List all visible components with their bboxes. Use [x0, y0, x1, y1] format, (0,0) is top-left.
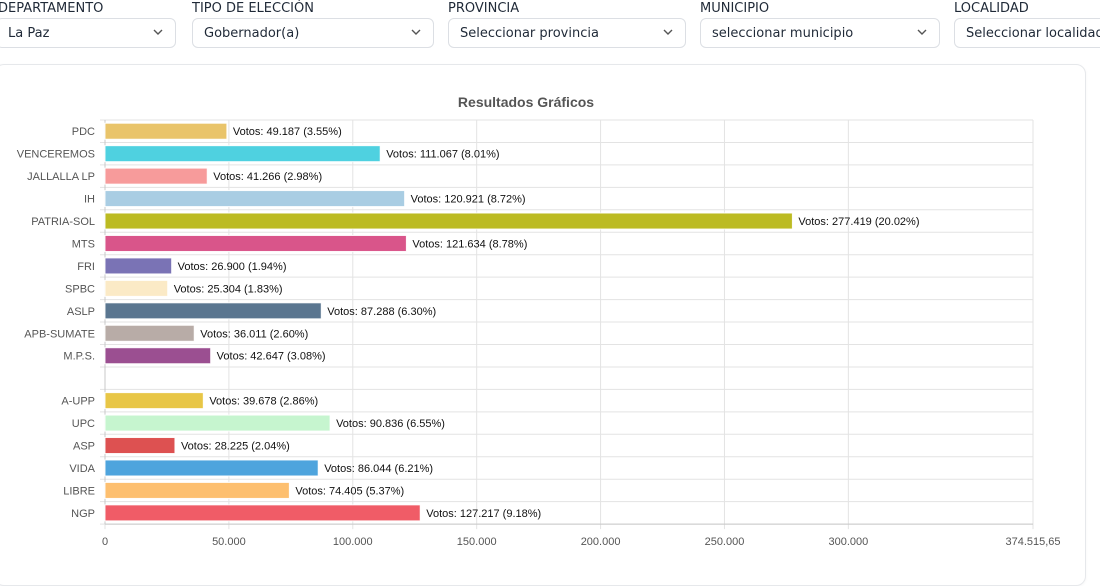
category-label: SPBC — [65, 283, 95, 295]
category-label: LIBRE — [63, 485, 95, 497]
bar[interactable] — [104, 190, 406, 208]
bar[interactable] — [104, 122, 228, 140]
chevron-down-icon — [917, 29, 927, 35]
category-label: MTS — [72, 238, 95, 250]
category-label: M.P.S. — [63, 351, 95, 363]
data-label: Votos: 111.067 (8.01%) — [386, 149, 499, 161]
category-label: JALLALLA LP — [27, 171, 95, 183]
category-label: NGP — [71, 508, 95, 520]
bar[interactable] — [104, 279, 169, 297]
chevron-down-icon — [663, 29, 673, 35]
bar[interactable] — [104, 302, 322, 320]
data-label: Votos: 36.011 (2.60%) — [200, 328, 308, 340]
tipo-eleccion-select[interactable]: Gobernador(a) — [192, 18, 434, 48]
data-label: Votos: 26.900 (1.94%) — [178, 261, 287, 273]
filter-label: MUNICIPIO — [700, 1, 770, 16]
chart-title: Resultados Gráficos — [458, 94, 594, 110]
filter-label: DEPARTAMENTO — [0, 1, 104, 16]
category-label: FRI — [77, 261, 95, 273]
bar[interactable] — [104, 167, 208, 185]
departamento-select[interactable]: La Paz — [0, 18, 176, 48]
bar[interactable] — [104, 481, 290, 499]
category-label: IH — [84, 194, 95, 206]
category-label: VIDA — [69, 463, 95, 475]
data-label: Votos: 42.647 (3.08%) — [217, 351, 326, 363]
data-label: Votos: 39.678 (2.86%) — [209, 396, 318, 408]
x-tick-label: 300.000 — [828, 536, 868, 548]
data-label: Votos: 120.921 (8.72%) — [411, 194, 526, 206]
filter-bar: DEPARTAMENTO La Paz TIPO DE ELECCIÓN Gob… — [0, 0, 1100, 56]
bar[interactable] — [104, 437, 176, 455]
bar[interactable] — [104, 324, 195, 342]
bar[interactable] — [104, 459, 319, 477]
data-label: Votos: 49.187 (3.55%) — [233, 126, 342, 138]
select-value: Seleccionar provincia — [460, 26, 599, 41]
data-label: Votos: 127.217 (9.18%) — [426, 508, 541, 520]
localidad-select[interactable]: Seleccionar localidad — [954, 18, 1100, 48]
category-label: PATRIA-SOL — [31, 216, 95, 228]
filter-label: TIPO DE ELECCIÓN — [192, 1, 314, 16]
category-label: UPC — [72, 418, 95, 430]
category-label: ASLP — [67, 306, 95, 318]
select-value: Gobernador(a) — [204, 26, 300, 41]
select-value: Seleccionar localidad — [966, 26, 1100, 41]
x-tick-label: 50.000 — [212, 536, 246, 548]
bar[interactable] — [104, 234, 407, 252]
bar-chart: Resultados Gráficos PDC VENCEREMOS JALLALL… — [17, 94, 1061, 548]
bar[interactable] — [104, 504, 421, 522]
municipio-select[interactable]: seleccionar municipio — [700, 18, 940, 48]
data-label: Votos: 121.634 (8.78%) — [412, 238, 527, 250]
select-value: La Paz — [8, 26, 50, 41]
chevron-down-icon — [153, 29, 163, 35]
data-label: Votos: 86.044 (6.21%) — [324, 463, 433, 475]
chevron-down-icon — [411, 29, 421, 35]
provincia-select[interactable]: Seleccionar provincia — [448, 18, 686, 48]
x-tick-label: 250.000 — [705, 536, 745, 548]
data-labels: Votos: 49.187 (3.55%) Votos: 111.067 (8.0… — [174, 126, 920, 520]
filter-label: PROVINCIA — [448, 1, 520, 16]
data-label: Votos: 74.405 (5.37%) — [295, 485, 404, 497]
bar[interactable] — [104, 212, 793, 230]
category-label: A-UPP — [61, 396, 95, 408]
x-tick-label: 374.515,65 — [1005, 536, 1060, 548]
data-label: Votos: 90.836 (6.55%) — [336, 418, 445, 430]
x-tick-label: 150.000 — [457, 536, 497, 548]
data-label: Votos: 25.304 (1.83%) — [174, 283, 283, 295]
bar[interactable] — [104, 257, 173, 275]
data-label: Votos: 28.225 (2.04%) — [181, 441, 290, 453]
select-value: seleccionar municipio — [712, 26, 854, 41]
category-labels: PDC VENCEREMOS JALLALLA LP IH PATRIA-SOL MTS F… — [17, 126, 96, 520]
data-label: Votos: 41.266 (2.98%) — [213, 171, 322, 183]
x-tick-label: 100.000 — [333, 536, 373, 548]
chart-grid — [100, 119, 1034, 530]
filter-label: LOCALIDAD — [954, 1, 1029, 16]
category-label: ASP — [73, 441, 95, 453]
x-tick-label: 0 — [102, 536, 108, 548]
chart-bars — [104, 122, 793, 522]
category-label: APB-SUMATE — [24, 328, 95, 340]
x-tick-label: 200.000 — [581, 536, 621, 548]
category-label: VENCEREMOS — [17, 149, 95, 161]
x-axis-ticks: 0 50.000 100.000 150.000 200.000 250.000 300.0… — [102, 536, 1061, 548]
bar[interactable] — [104, 414, 331, 432]
bar[interactable] — [104, 347, 212, 365]
data-label: Votos: 277.419 (20.02%) — [798, 216, 919, 228]
bar[interactable] — [104, 392, 204, 410]
data-label: Votos: 87.288 (6.30%) — [327, 306, 436, 318]
category-label: PDC — [72, 126, 95, 138]
bar[interactable] — [104, 145, 381, 163]
